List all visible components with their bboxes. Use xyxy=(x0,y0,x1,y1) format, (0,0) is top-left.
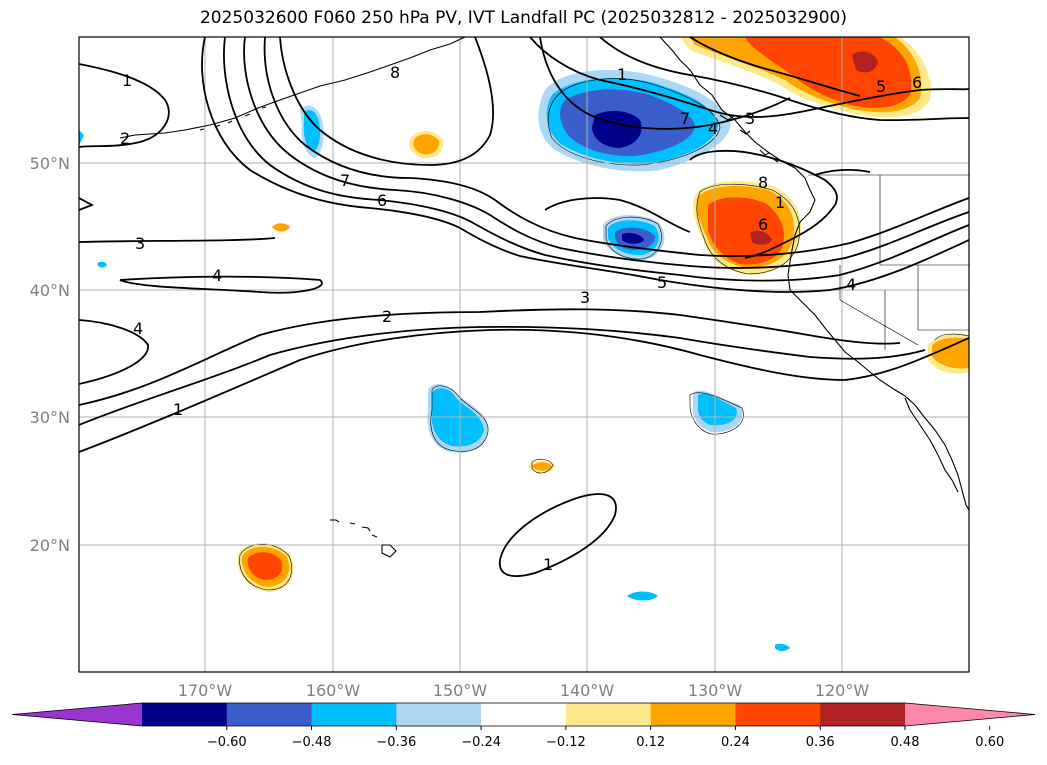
colorbar-extend-low xyxy=(12,703,142,726)
contour-label: 7 xyxy=(680,109,690,128)
colorbar-outline xyxy=(11,702,1036,727)
map-area: 1 2 3 4 4 1 2 3 5 6 7 8 1 7 4 3 8 1 6 5 … xyxy=(79,37,969,672)
contour-label: 1 xyxy=(122,71,132,90)
coastlines xyxy=(119,37,969,558)
lon-label: 150°W xyxy=(433,681,488,700)
colorbar-tick-label: −0.36 xyxy=(376,735,416,750)
colorbar-segment xyxy=(226,703,313,726)
lat-label: 40°N xyxy=(30,281,70,300)
colorbar-extend-high xyxy=(905,703,1035,726)
contour-label: 8 xyxy=(758,173,768,192)
longitude-labels: 170°W 160°W 150°W 140°W 130°W 120°W xyxy=(178,681,870,700)
lat-label: 20°N xyxy=(30,536,70,555)
contour-label: 3 xyxy=(580,288,590,307)
contour-label: 3 xyxy=(135,234,145,253)
contour-label: 5 xyxy=(876,77,886,96)
contour-label: 6 xyxy=(758,215,768,234)
contour-label: 2 xyxy=(120,129,130,148)
contour-label: 6 xyxy=(912,73,922,92)
colorbar-segment xyxy=(650,703,736,726)
colorbar-tick-label: 0.24 xyxy=(721,735,750,750)
contour-label: 1 xyxy=(617,65,627,84)
contour-label: 8 xyxy=(390,63,400,82)
contour-label: 7 xyxy=(340,171,350,190)
lon-label: 160°W xyxy=(306,681,361,700)
political-borders xyxy=(808,174,969,350)
contour-labels: 1 2 3 4 4 1 2 3 5 6 7 8 1 7 4 3 8 1 6 5 … xyxy=(120,63,922,574)
contour-label: 4 xyxy=(212,266,222,285)
colorbar-segment xyxy=(735,703,821,726)
colorbar-segment xyxy=(311,703,397,726)
contour-label: 5 xyxy=(657,273,667,292)
map-title: 2025032600 F060 250 hPa PV, IVT Landfall… xyxy=(199,8,847,28)
colorbar-segment xyxy=(396,703,482,726)
lon-label: 140°W xyxy=(560,681,615,700)
map-frame xyxy=(78,36,970,673)
lon-label: 170°W xyxy=(178,681,233,700)
contour-label: 3 xyxy=(745,109,755,128)
contour-label: 1 xyxy=(543,555,553,574)
colorbar-segment xyxy=(565,703,652,726)
latitude-labels: 50°N 40°N 30°N 20°N xyxy=(30,154,70,555)
colorbar-tick-label: 0.36 xyxy=(806,735,835,750)
pv-contours xyxy=(79,37,969,577)
lon-label: 130°W xyxy=(688,681,743,700)
colorbar-tick-label: −0.48 xyxy=(292,735,332,750)
positive-anomaly-regions xyxy=(237,37,969,592)
colorbar-segment xyxy=(142,703,228,726)
contour-label: 4 xyxy=(708,119,718,138)
colorbar: −0.60 −0.48 −0.36 −0.24 −0.12 0.12 0.24 0.36 0.4… xyxy=(11,702,1036,750)
lat-label: 30°N xyxy=(30,408,70,427)
colorbar-tick-label: 0.12 xyxy=(636,735,665,750)
contour-label: 4 xyxy=(846,275,856,294)
colorbar-tick-label: 0.60 xyxy=(975,735,1004,750)
colorbar-tick-label: −0.60 xyxy=(207,735,247,750)
lon-label: 120°W xyxy=(815,681,870,700)
contour-label: 4 xyxy=(133,319,143,338)
graticule xyxy=(79,37,969,672)
contour-label: 2 xyxy=(382,307,392,326)
lat-label: 50°N xyxy=(30,154,70,173)
contour-label: 1 xyxy=(173,400,183,419)
contour-label: 6 xyxy=(377,191,387,210)
colorbar-tick-label: −0.24 xyxy=(461,735,501,750)
colorbar-segment xyxy=(481,703,567,726)
colorbar-tick-label: 0.48 xyxy=(891,735,920,750)
contour-label: 1 xyxy=(775,193,785,212)
anomaly-outlines xyxy=(239,78,969,591)
colorbar-tick-label: −0.12 xyxy=(546,735,586,750)
colorbar-segment xyxy=(820,703,906,726)
